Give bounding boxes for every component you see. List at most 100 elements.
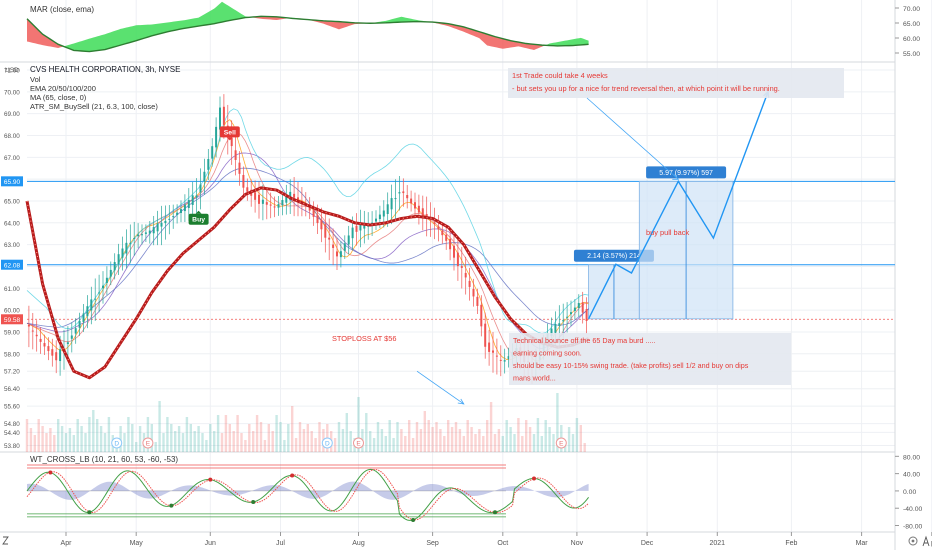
volume-bar <box>103 433 107 452</box>
settings-gear-icon[interactable] <box>908 536 918 546</box>
volume-bar <box>170 424 173 452</box>
volume-bar <box>489 402 493 452</box>
candle-body <box>386 204 389 215</box>
volume-bar <box>341 429 345 452</box>
volume-bar <box>29 428 33 452</box>
candle-body <box>566 316 569 318</box>
volume-bar <box>497 429 501 452</box>
volume-bar <box>544 420 547 452</box>
volume-bar <box>521 436 524 452</box>
time-axis: AprMayJunJulAugSepOctNovDec2021FebMarApr <box>61 532 932 547</box>
volume-bar <box>505 420 508 452</box>
volume-bar <box>283 440 286 452</box>
auto-scale-icon[interactable] <box>921 535 931 547</box>
volume-bar <box>337 422 341 452</box>
candle-body <box>507 356 510 360</box>
note-top-arrow <box>586 97 679 180</box>
price-tag-label: 62.08 <box>4 262 21 269</box>
stoploss-arrowhead <box>457 398 465 405</box>
volume-bar <box>482 436 485 452</box>
volume-bar <box>314 438 317 452</box>
volume-bar <box>259 422 263 452</box>
mar-tick-label: 60.00 <box>903 36 920 43</box>
volume-bar <box>271 431 274 452</box>
candle-body <box>554 323 557 333</box>
volume-bar <box>240 433 243 452</box>
range-box-label: 5.97 (9.97%) 597 <box>659 170 713 177</box>
candle-body <box>187 199 190 209</box>
candle-body <box>98 292 101 294</box>
candle-body <box>125 242 128 254</box>
annotations: 1st Trade could take 4 weeks - but sets y… <box>332 68 844 405</box>
candle-body <box>573 307 576 312</box>
candle-body <box>203 171 206 182</box>
volume-bar <box>318 422 321 452</box>
mar-area-up <box>64 1 589 52</box>
volume-bar <box>177 426 181 452</box>
note-bottom-line: mans world... <box>513 374 556 383</box>
zoom-icon[interactable] <box>2 536 9 545</box>
volume-bar <box>45 433 48 452</box>
mar-tick-label: 70.00 <box>903 6 920 13</box>
volume-bar <box>470 427 473 452</box>
price-tag <box>1 259 23 270</box>
candle-body <box>453 245 455 258</box>
volume-bar <box>119 426 122 452</box>
buy-signal-badge <box>188 213 209 225</box>
wt-histogram <box>27 481 589 500</box>
price-tick-label: 55.60 <box>4 404 20 411</box>
candle-body <box>558 323 561 326</box>
price-tick-label: 54.40 <box>4 430 20 437</box>
candle-body <box>211 146 214 159</box>
candle-body <box>35 334 38 337</box>
candle-body <box>406 195 409 199</box>
candle-body <box>242 174 245 188</box>
candle-body <box>445 234 448 241</box>
price-tick-label: 69.00 <box>4 111 20 118</box>
volume-bar <box>474 434 477 452</box>
candle-body <box>460 266 463 268</box>
volume-bar <box>291 406 294 452</box>
wt-tick-label: 80.00 <box>903 454 920 461</box>
candle-body <box>117 254 120 264</box>
wt-cross-dot <box>290 473 295 478</box>
candle-body <box>164 220 167 224</box>
volume-bar <box>76 419 79 452</box>
volume-bar <box>162 433 165 452</box>
price-tick-label: 54.80 <box>4 421 20 428</box>
candle-body <box>421 208 424 217</box>
candle-body <box>332 244 335 248</box>
volume-bar <box>450 427 454 452</box>
volume-bar <box>123 433 126 452</box>
candle-body <box>43 343 46 347</box>
candle-body <box>261 199 264 204</box>
volume-bar <box>384 436 387 452</box>
candle-body <box>137 234 140 237</box>
candle-body <box>347 235 350 245</box>
note-top-box <box>508 68 844 98</box>
earnings-marker-label: E <box>146 441 151 448</box>
volume-bar <box>267 424 270 452</box>
note-top-arrowhead <box>672 174 680 180</box>
candle-body <box>577 302 580 308</box>
candle-body <box>581 302 584 313</box>
note-bottom-line: earning coming soon. <box>513 349 582 358</box>
buy-sell-signals: Buy Sell <box>188 126 240 225</box>
price-tick-label: 64.00 <box>4 220 20 227</box>
volume-bar <box>220 433 224 452</box>
price-tick-label: 65.00 <box>4 198 20 205</box>
volume-bar <box>513 434 516 452</box>
volume-bar <box>427 420 430 452</box>
candle-body <box>285 195 288 203</box>
currency-label: USD <box>5 67 19 74</box>
projection-line <box>587 91 769 320</box>
range-box-label-bg <box>573 249 654 262</box>
price-tag <box>1 314 23 325</box>
wt-panel-title: WT_CROSS_LB (10, 21, 60, 53, -60, -53) <box>30 455 178 464</box>
wt-tick-label: 40.00 <box>903 472 920 479</box>
candle-body <box>102 285 104 289</box>
candle-body <box>74 328 77 334</box>
dividend-marker-label: D <box>325 441 330 448</box>
candle-body <box>378 214 381 220</box>
